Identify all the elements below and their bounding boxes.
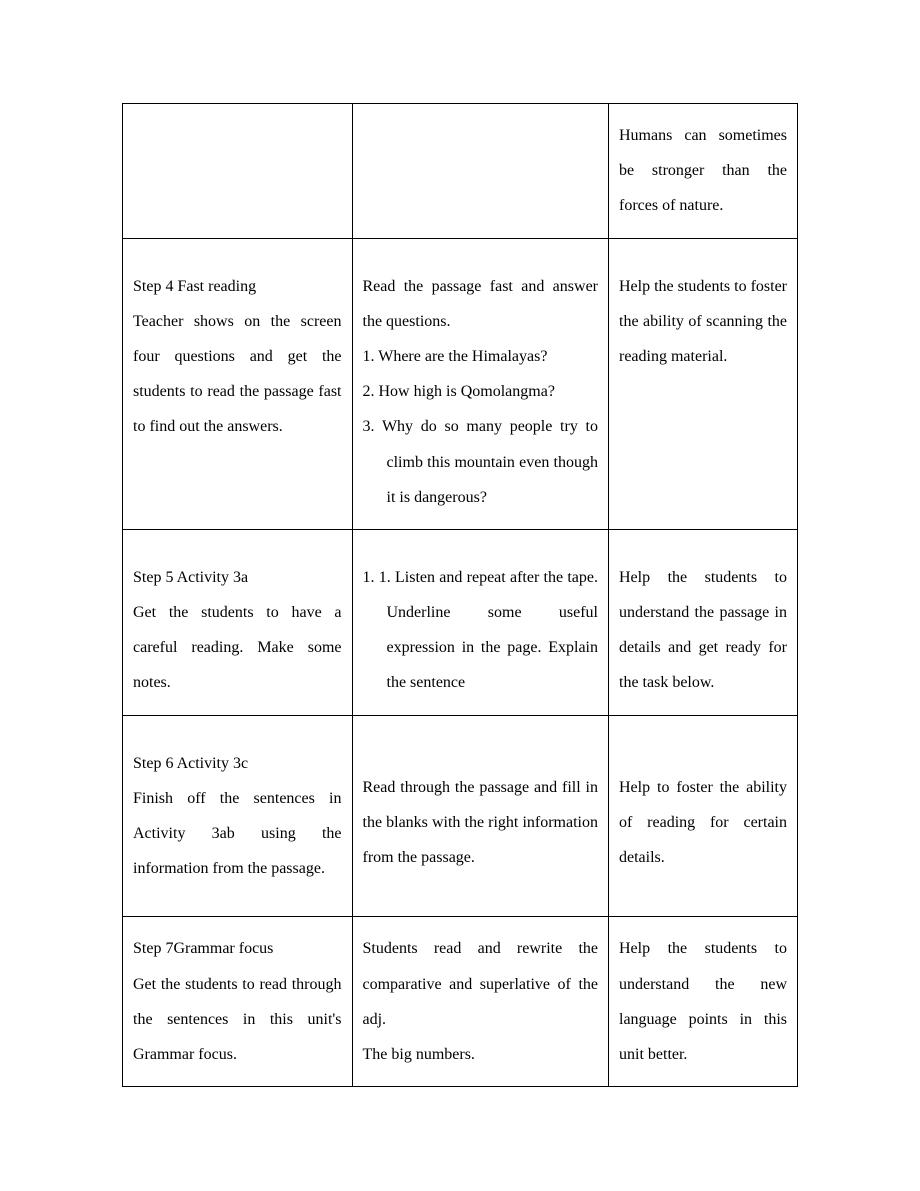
- cell-step: Step 4 Fast reading Teacher shows on the…: [123, 238, 353, 529]
- list-text: Why do so many people try to climb this …: [382, 418, 598, 505]
- cell-text: Help to foster the ability of reading fo…: [619, 779, 787, 866]
- cell-purpose: Help the students to understand the new …: [609, 917, 798, 1087]
- step-title: Step 4 Fast reading: [133, 269, 342, 304]
- list-text: Where are the Himalayas?: [378, 348, 547, 365]
- cell-text: Help the students to understand the new …: [619, 940, 787, 1063]
- list-number: 3.: [363, 418, 375, 435]
- list-item: 1. Where are the Himalayas?: [363, 339, 599, 374]
- cell-purpose: Help the students to foster the ability …: [609, 238, 798, 529]
- list-item: 1. 1. Listen and repeat after the tape. …: [363, 560, 599, 701]
- cell-text: Humans can sometimes be stronger than th…: [619, 127, 787, 214]
- cell-text: Students read and rewrite the comparativ…: [363, 940, 599, 1027]
- step-title: Step 6 Activity 3c: [133, 746, 342, 781]
- cell-activity: Students read and rewrite the comparativ…: [352, 917, 609, 1087]
- step-title: Step 5 Activity 3a: [133, 560, 342, 595]
- list-text: 1. Listen and repeat after the tape. Und…: [379, 569, 598, 692]
- cell-text: The big numbers.: [363, 1037, 599, 1072]
- list-text: How high is Qomolangma?: [379, 383, 555, 400]
- table-row: Step 6 Activity 3c Finish off the senten…: [123, 715, 798, 917]
- list-number: 2.: [363, 383, 375, 400]
- question-list: 1. Where are the Himalayas? 2. How high …: [363, 339, 599, 515]
- cell-activity: Read through the passage and fill in the…: [352, 715, 609, 917]
- table-row: Step 5 Activity 3a Get the students to h…: [123, 529, 798, 715]
- cell-activity: 1. 1. Listen and repeat after the tape. …: [352, 529, 609, 715]
- lesson-plan-table: Humans can sometimes be stronger than th…: [122, 103, 798, 1087]
- cell-text: Read through the passage and fill in the…: [363, 779, 599, 866]
- activity-list: 1. 1. Listen and repeat after the tape. …: [363, 560, 599, 701]
- table-row: Humans can sometimes be stronger than th…: [123, 104, 798, 239]
- cell-activity: Read the passage fast and answer the que…: [352, 238, 609, 529]
- cell-purpose: Help to foster the ability of reading fo…: [609, 715, 798, 917]
- cell-purpose: Humans can sometimes be stronger than th…: [609, 104, 798, 239]
- cell-purpose: Help the students to understand the pass…: [609, 529, 798, 715]
- cell-activity: [352, 104, 609, 239]
- list-item: 2. How high is Qomolangma?: [363, 374, 599, 409]
- list-number: 1.: [363, 348, 375, 365]
- cell-step: Step 5 Activity 3a Get the students to h…: [123, 529, 353, 715]
- step-title: Step 7Grammar focus: [133, 931, 342, 966]
- step-body: Teacher shows on the screen four questio…: [133, 313, 342, 436]
- activity-intro: Read the passage fast and answer the que…: [363, 278, 599, 330]
- step-body: Finish off the sentences in Activity 3ab…: [133, 790, 342, 877]
- step-body: Get the students to have a careful readi…: [133, 604, 342, 691]
- table-row: Step 4 Fast reading Teacher shows on the…: [123, 238, 798, 529]
- cell-text: Help the students to understand the pass…: [619, 569, 787, 692]
- table-row: Step 7Grammar focus Get the students to …: [123, 917, 798, 1087]
- cell-step: [123, 104, 353, 239]
- cell-step: Step 6 Activity 3c Finish off the senten…: [123, 715, 353, 917]
- cell-text: Help the students to foster the ability …: [619, 278, 787, 365]
- cell-step: Step 7Grammar focus Get the students to …: [123, 917, 353, 1087]
- list-number: 1.: [363, 569, 375, 586]
- list-item: 3. Why do so many people try to climb th…: [363, 409, 599, 515]
- step-body: Get the students to read through the sen…: [133, 976, 342, 1063]
